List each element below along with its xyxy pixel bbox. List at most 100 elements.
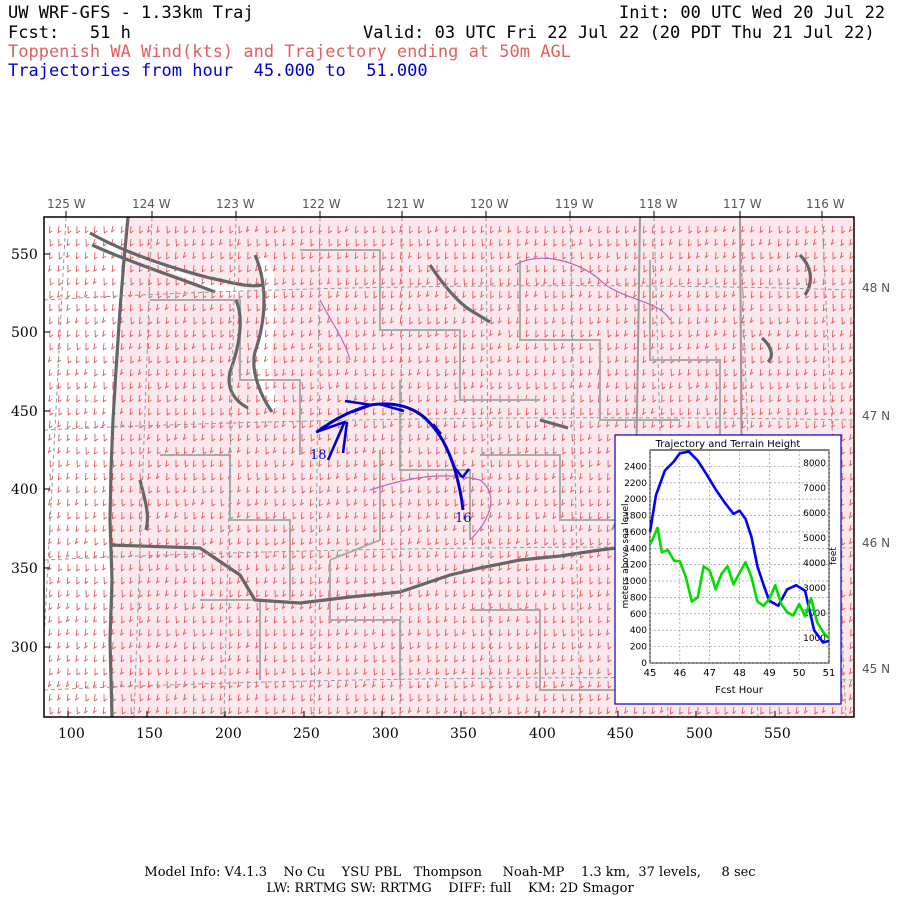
wind-barb — [767, 329, 772, 337]
wind-barb — [615, 329, 620, 338]
wind-barb — [848, 615, 853, 623]
wind-barb — [201, 368, 206, 377]
wind-barb — [58, 238, 62, 247]
wind-barb — [688, 355, 693, 364]
wind-barb — [714, 394, 719, 402]
wind-barb — [517, 238, 521, 247]
wind-barb — [444, 654, 449, 663]
wind-barb — [175, 563, 180, 572]
wind-barb — [84, 277, 89, 286]
wind-barb — [273, 290, 278, 299]
wind-barb — [300, 628, 305, 636]
wind-barb — [65, 602, 70, 610]
wind-barb — [553, 238, 558, 247]
wind-barb — [814, 225, 818, 234]
wind-barb — [453, 420, 458, 429]
wind-barb — [301, 342, 306, 351]
wind-barb — [148, 667, 152, 676]
wind-barb — [480, 277, 485, 286]
wind-barb — [687, 264, 692, 273]
wind-barb — [391, 628, 396, 637]
wind-barb — [525, 654, 530, 663]
wind-barb — [517, 563, 522, 572]
wind-barb — [49, 303, 53, 312]
wind-barb — [742, 343, 747, 351]
wind-barb — [183, 342, 188, 351]
wind-barb — [427, 563, 432, 572]
wind-barb — [49, 667, 54, 676]
wind-barb — [335, 381, 340, 389]
wind-barb — [318, 693, 323, 702]
wind-barb — [724, 394, 728, 403]
wind-barb — [182, 251, 187, 259]
wind-barb — [66, 290, 71, 299]
wind-barb — [463, 706, 468, 715]
wind-barb — [435, 498, 440, 506]
wind-barb — [264, 264, 269, 273]
wind-barb — [812, 277, 817, 285]
wind-barb — [598, 485, 602, 494]
wind-barb — [830, 238, 835, 246]
wind-barb — [643, 329, 648, 338]
wind-barb — [749, 316, 754, 324]
wind-barb — [400, 563, 405, 572]
wind-barb — [418, 602, 422, 611]
wind-barb — [607, 355, 612, 364]
wind-barb — [632, 264, 637, 272]
wind-barb — [174, 667, 179, 676]
wind-barb — [264, 641, 269, 650]
wind-barb — [615, 381, 620, 390]
wind-barb — [507, 446, 512, 454]
wind-barb — [750, 420, 755, 429]
wind-barb — [76, 563, 81, 572]
wind-barb — [157, 290, 162, 299]
wind-barb — [409, 693, 414, 702]
wind-barb — [229, 667, 234, 676]
wind-barb — [542, 433, 547, 441]
wind-barb — [237, 602, 241, 610]
wind-barb — [94, 576, 98, 585]
wind-barb — [760, 381, 765, 390]
wind-barb — [328, 355, 333, 364]
wind-barb — [499, 615, 504, 624]
wind-barb — [445, 667, 450, 676]
wind-barb — [193, 693, 197, 702]
wind-barb — [652, 316, 657, 325]
wind-barb — [444, 511, 449, 520]
wind-barb — [373, 303, 377, 312]
lon-label: 123 W — [216, 197, 255, 211]
wind-barb — [445, 642, 450, 650]
wind-barb — [687, 290, 692, 299]
wind-barb — [848, 225, 853, 233]
wind-barb — [462, 485, 467, 493]
wind-barb — [300, 329, 305, 338]
wind-barb — [337, 641, 341, 650]
wind-barb — [479, 381, 484, 389]
wind-barb — [327, 641, 332, 650]
wind-barb — [526, 225, 531, 234]
x-tick-label: 300 — [372, 726, 399, 742]
wind-barb — [85, 238, 90, 247]
wind-barb — [373, 525, 378, 533]
lon-label: 119 W — [555, 197, 594, 211]
wind-barb — [183, 706, 188, 715]
wind-barb — [606, 706, 611, 715]
wind-barb — [778, 382, 783, 390]
wind-barb — [291, 589, 296, 598]
wind-barb — [292, 550, 297, 559]
wind-barb — [704, 264, 709, 272]
wind-barb — [840, 342, 845, 351]
wind-barb — [588, 290, 593, 299]
wind-barb — [193, 628, 198, 637]
wind-barb — [112, 641, 116, 650]
wind-barb — [571, 629, 576, 637]
inset-y-right-tick-label: 5000 — [803, 534, 826, 544]
wind-barb — [535, 277, 540, 286]
wind-barb — [372, 693, 377, 702]
wind-barb — [814, 316, 819, 325]
wind-barb — [418, 394, 423, 403]
wind-barb — [534, 459, 539, 468]
wind-barb — [328, 264, 332, 273]
wind-barb — [256, 420, 261, 429]
wind-barb — [372, 329, 377, 338]
